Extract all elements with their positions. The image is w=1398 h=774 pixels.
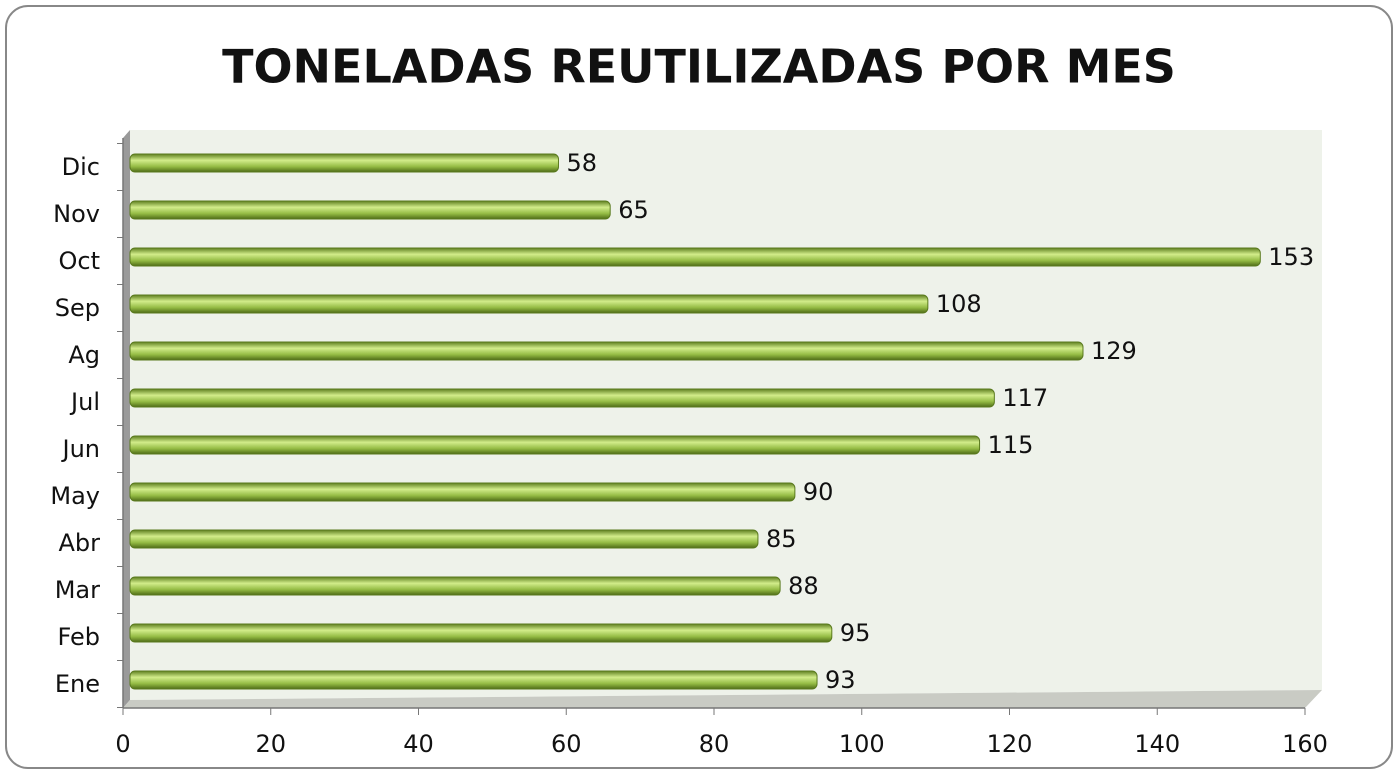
y-tick-label: Feb [58,623,101,651]
value-label: 90 [803,478,834,506]
y-tick-label: Ene [55,670,100,698]
value-label: 108 [936,290,982,318]
x-tick-label: 80 [699,730,730,758]
value-label: 93 [825,666,856,694]
x-tick-label: 20 [255,730,286,758]
bar [129,153,559,173]
y-tick-label: Abr [58,529,100,557]
side-wall [123,130,130,708]
value-label: 65 [618,196,649,224]
floor [123,690,1322,708]
y-tick-label: Jul [69,388,100,416]
x-tick-label: 160 [1282,730,1328,758]
x-tick-label: 0 [115,730,130,758]
y-tick-label: Mar [55,576,100,604]
x-tick-label: 100 [839,730,885,758]
y-tick-label: Ag [68,341,100,369]
y-tick-label: Jun [61,435,101,463]
x-tick-label: 40 [403,730,434,758]
bar [129,294,929,314]
value-label: 153 [1268,243,1314,271]
chart-title: TONELADAS REUTILIZADAS POR MES [222,40,1176,94]
value-label: 95 [840,619,871,647]
bar [129,670,818,690]
bar [129,623,833,643]
value-label: 58 [566,149,597,177]
y-tick-label: Sep [55,294,100,322]
y-tick-label: Dic [62,153,100,181]
value-label: 117 [1002,384,1048,412]
bar [129,482,796,502]
bar [129,388,995,408]
bar [129,576,781,596]
x-tick-label: 140 [1134,730,1180,758]
bar [129,435,981,455]
x-tick-label: 120 [987,730,1033,758]
bar [129,200,611,220]
value-label: 129 [1091,337,1137,365]
value-label: 115 [988,431,1034,459]
x-tick-label: 60 [551,730,582,758]
value-label: 85 [766,525,797,553]
bar [129,341,1084,361]
y-tick-label: Nov [53,200,100,228]
bar [129,247,1261,267]
y-tick-label: Oct [59,247,101,275]
y-tick-label: May [50,482,100,510]
bar [129,529,759,549]
back-wall [130,130,1322,700]
value-label: 88 [788,572,819,600]
